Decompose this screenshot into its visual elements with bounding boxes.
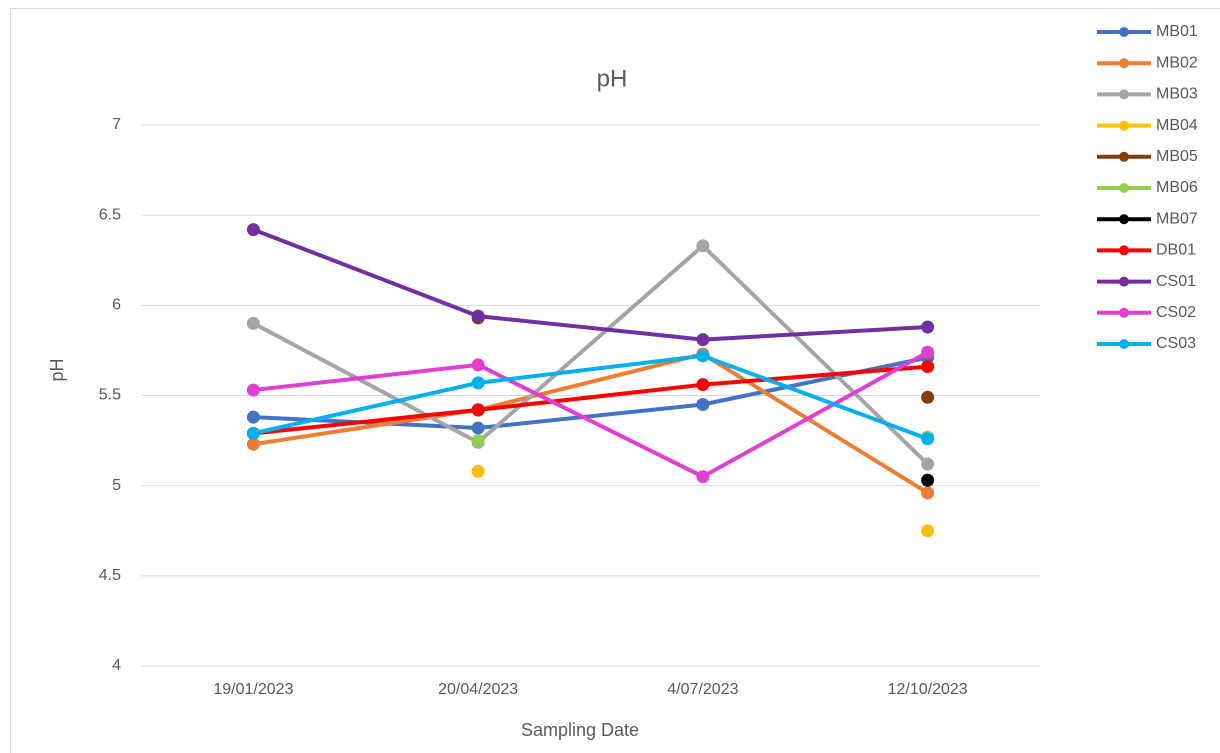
y-tick-label: 6 <box>112 297 121 314</box>
legend-label: DB01 <box>1156 242 1196 259</box>
series-line <box>252 243 930 466</box>
y-tick-label: 7 <box>112 116 121 133</box>
point-marker <box>471 358 485 372</box>
point-marker <box>471 434 485 448</box>
series-line <box>252 353 929 441</box>
point-marker <box>921 360 935 374</box>
y-tick-label: 4 <box>112 657 121 674</box>
y-tick-label: 6.5 <box>99 206 121 223</box>
point-marker <box>246 410 260 424</box>
legend-marker <box>1119 339 1129 349</box>
legend-label: MB01 <box>1156 23 1198 40</box>
legend-label: MB03 <box>1156 86 1198 103</box>
legend-marker <box>1119 27 1129 37</box>
point-marker <box>921 320 935 334</box>
y-tick-label: 5 <box>112 477 121 494</box>
chart-border <box>10 8 1220 753</box>
point-marker <box>471 309 485 323</box>
point-marker <box>921 390 935 404</box>
legend-marker <box>1119 307 1129 318</box>
legend-label: CS02 <box>1156 304 1196 321</box>
point-marker <box>921 486 935 500</box>
point-marker <box>471 421 485 435</box>
point-marker <box>696 239 710 253</box>
legend-marker <box>1119 245 1129 256</box>
y-tick-label: 4.5 <box>99 567 121 584</box>
legend-label: MB05 <box>1156 148 1198 165</box>
legend-marker <box>1119 58 1129 69</box>
series-line <box>252 227 928 342</box>
legend-marker <box>1119 120 1129 131</box>
point-marker <box>921 473 935 487</box>
legend-label: MB07 <box>1156 210 1198 227</box>
point-marker <box>246 437 260 451</box>
x-axis-label: Sampling Date <box>521 720 639 740</box>
point-marker <box>696 333 710 347</box>
point-marker <box>696 398 710 412</box>
series-line <box>253 364 928 436</box>
point-marker <box>471 376 485 390</box>
point-marker <box>696 470 710 484</box>
point-marker <box>921 345 935 359</box>
legend-marker <box>1119 183 1129 193</box>
y-axis-label: pH <box>47 358 67 381</box>
legend-label: CS03 <box>1156 335 1196 352</box>
series-line <box>253 352 929 495</box>
point-marker <box>921 457 935 471</box>
chart-title: pH <box>597 65 628 92</box>
x-tick-label: 19/01/2023 <box>213 681 293 698</box>
point-marker <box>921 524 935 538</box>
legend-marker <box>1119 89 1129 100</box>
point-marker <box>696 378 710 392</box>
point-marker <box>246 316 260 330</box>
x-tick-label: 12/10/2023 <box>888 681 968 698</box>
x-tick-label: 4/07/2023 <box>667 681 738 698</box>
point-marker <box>471 403 485 417</box>
point-marker <box>471 464 485 478</box>
legend-label: MB06 <box>1156 179 1198 196</box>
legend-label: MB02 <box>1156 54 1198 71</box>
point-marker <box>246 426 260 440</box>
series-line <box>253 350 929 479</box>
legend-marker <box>1119 276 1129 287</box>
legend-label: CS01 <box>1156 273 1196 290</box>
legend-marker <box>1119 214 1129 225</box>
point-marker <box>696 349 710 363</box>
point-marker <box>921 432 935 446</box>
y-tick-label: 5.5 <box>99 387 121 404</box>
x-tick-label: 20/04/2023 <box>438 681 518 698</box>
legend-label: MB04 <box>1156 117 1198 134</box>
legend-marker <box>1119 151 1129 162</box>
point-marker <box>246 383 260 397</box>
point-marker <box>246 223 260 237</box>
